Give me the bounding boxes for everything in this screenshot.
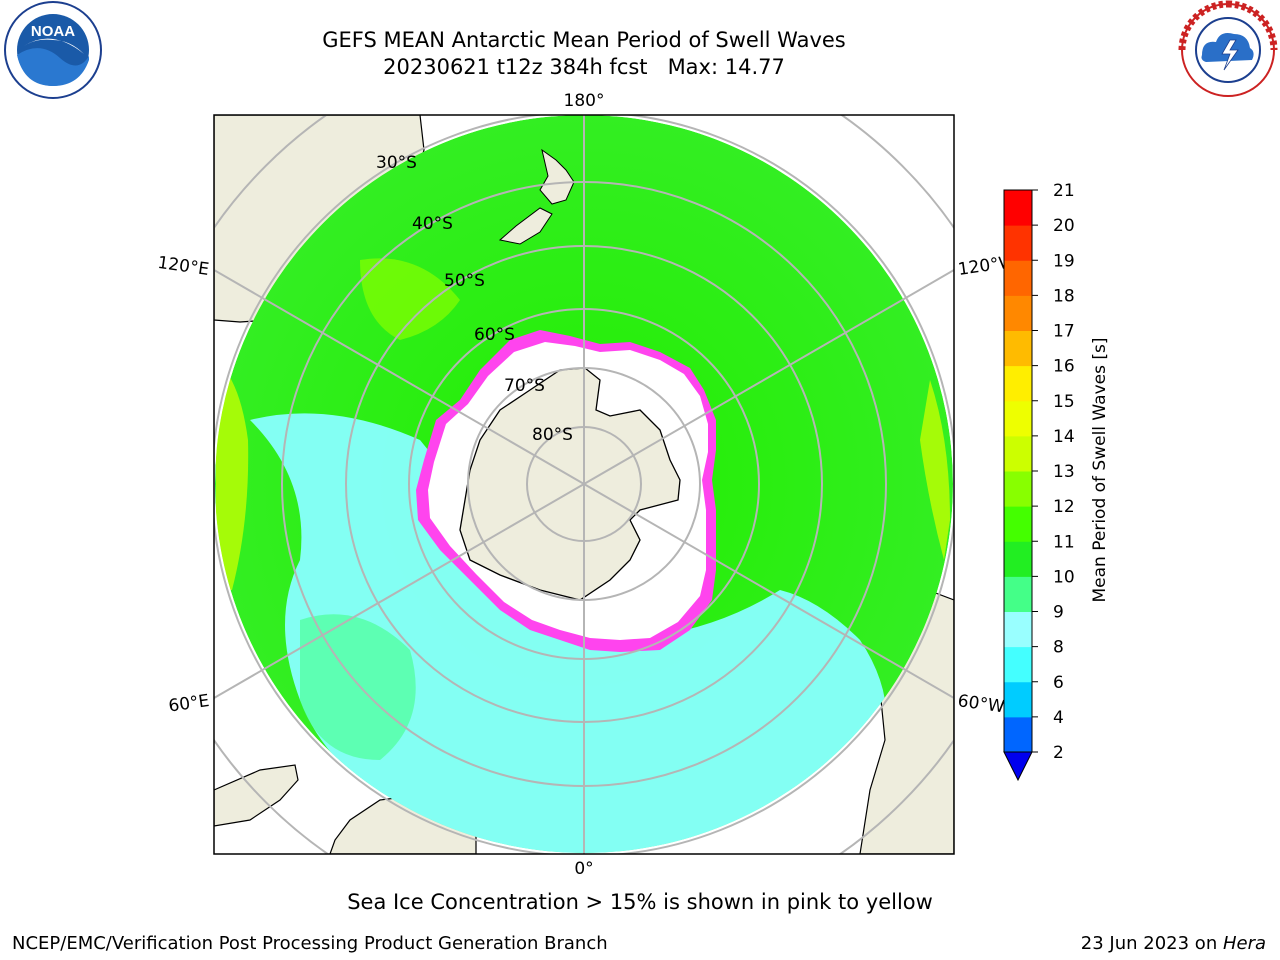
nws-logo — [1178, 0, 1278, 97]
colorbar-tick-label: 17 — [1053, 322, 1075, 342]
latitude-label-80s: 80°S — [532, 425, 573, 445]
colorbar-swatch — [1004, 576, 1032, 612]
meridian-120e-60w — [214, 269, 954, 699]
longitude-label-180: 180° — [564, 91, 605, 111]
colorbar-swatch — [1004, 611, 1032, 648]
colorbar-swatch — [1004, 225, 1032, 261]
colorbar-tick-label: 4 — [1053, 708, 1064, 728]
chart-title: GEFS MEAN Antarctic Mean Period of Swell… — [322, 28, 846, 52]
longitude-label-60e: 60°E — [167, 691, 210, 716]
colorbar-swatch — [1004, 681, 1032, 718]
longitude-label-120e: 120°E — [156, 253, 210, 280]
latitude-label-30s: 30°S — [376, 153, 417, 173]
yellow-green-swell-patch — [360, 258, 460, 340]
colorbar-swatch — [1004, 506, 1032, 542]
colorbar-label: Mean Period of Swell Waves [s] — [1090, 338, 1110, 603]
latitude-label-70s: 70°S — [504, 376, 545, 396]
colorbar-swatch — [1004, 260, 1032, 296]
latitude-label-60s: 60°S — [474, 325, 515, 345]
colorbar-extend-arrow — [1003, 751, 1033, 782]
colorbar-tick-label: 20 — [1053, 216, 1075, 236]
colorbar-tick-label: 10 — [1053, 567, 1075, 587]
chart-subtitle: 20230621 t12z 384h fcst Max: 14.77 — [383, 55, 785, 79]
yellow-green-swell-patch — [216, 360, 249, 590]
longitude-label-60w: 60°W — [956, 691, 1005, 717]
credit-text: NCEP/EMC/Verification Post Processing Pr… — [12, 933, 608, 954]
colorbar-tick-label: 16 — [1053, 357, 1075, 377]
svg-text:NOAA: NOAA — [31, 23, 75, 40]
latitude-label-50s: 50°S — [444, 271, 485, 291]
colorbar-swatch — [1004, 471, 1032, 507]
colorbar-tick-label: 21 — [1053, 181, 1075, 201]
colorbar-swatch — [1004, 190, 1032, 226]
colorbar-tick-label: 6 — [1053, 673, 1064, 693]
new-zealand-land — [498, 148, 575, 245]
map-frame — [213, 114, 955, 855]
colorbar-swatch — [1004, 365, 1032, 402]
colorbar-tick-label: 2 — [1053, 743, 1064, 763]
mid-period-swell-patch — [300, 614, 416, 760]
colorbar-swatch — [1004, 541, 1032, 577]
colorbar-tick-label: 8 — [1053, 638, 1064, 658]
noaa-logo: NOAA — [4, 1, 102, 99]
colorbar-swatch — [1004, 400, 1032, 437]
madagascar-land — [214, 764, 299, 827]
colorbar-tick-label: 11 — [1053, 532, 1075, 552]
colorbar-swatch — [1004, 330, 1032, 367]
colorbar-tick-label: 18 — [1053, 286, 1075, 306]
colorbar-tick-label: 15 — [1053, 392, 1075, 412]
colorbar-swatch — [1004, 295, 1032, 331]
colorbar: 2 4 6 8 9 10 11 12 13 14 15 16 17 18 19 20 21 — [1003, 181, 1075, 782]
colorbar-tick-label: 14 — [1053, 427, 1075, 447]
colorbar-swatch — [1004, 646, 1032, 683]
date-prefix: 23 Jun 2023 on — [1080, 933, 1223, 954]
yellow-green-swell-patch — [920, 380, 950, 560]
longitude-label-0: 0° — [574, 859, 593, 879]
colorbar-tick-label: 13 — [1053, 462, 1075, 482]
colorbar-swatch — [1004, 716, 1032, 753]
date-text: 23 Jun 2023 on Hera — [1081, 933, 1266, 954]
latitude-label-40s: 40°S — [412, 214, 453, 234]
sea-ice-note: Sea Ice Concentration > 15% is shown in … — [347, 890, 933, 914]
colorbar-tick-label: 19 — [1053, 251, 1075, 271]
host-name: Hera — [1222, 933, 1266, 954]
colorbar-tick-label: 12 — [1053, 497, 1075, 517]
colorbar-tick-label: 9 — [1053, 603, 1064, 623]
colorbar-swatch — [1004, 435, 1032, 472]
